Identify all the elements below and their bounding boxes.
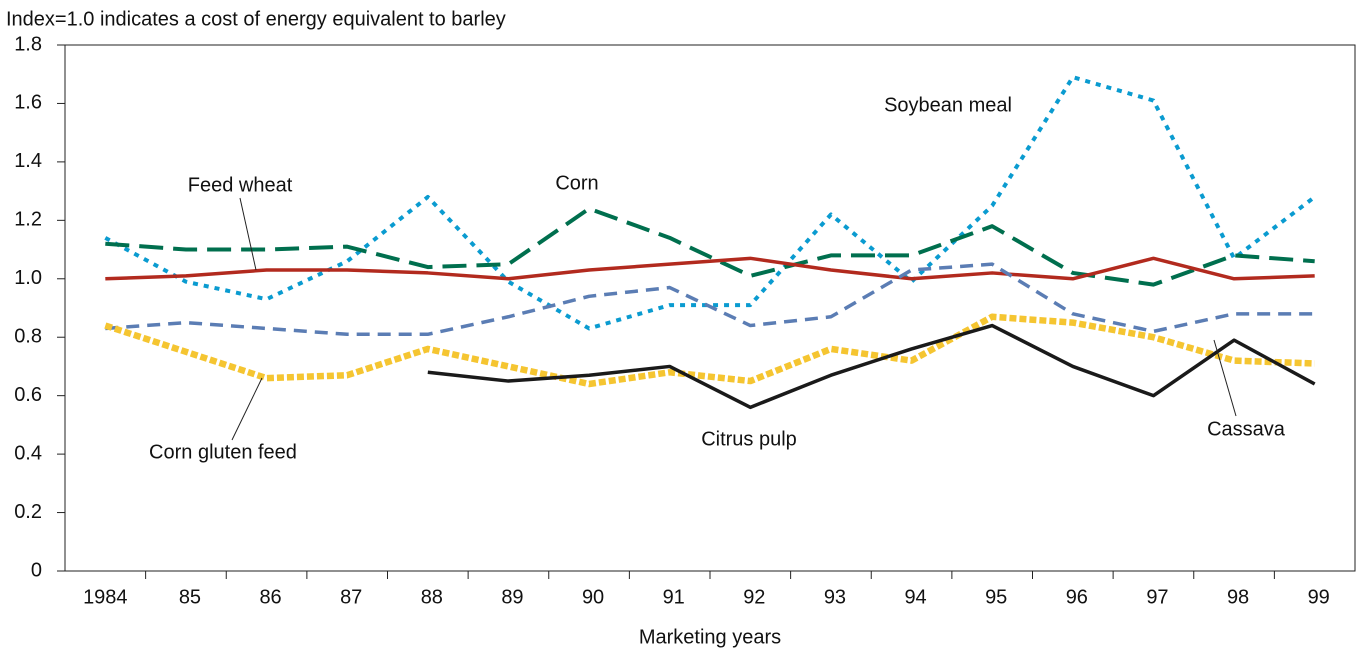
x-tick-label: 92 — [743, 586, 765, 608]
chart-title: Index=1.0 indicates a cost of energy equ… — [6, 8, 506, 30]
y-tick-label: 0.6 — [14, 384, 42, 406]
x-tick-label: 85 — [179, 586, 201, 608]
series-label: Cassava — [1207, 418, 1286, 440]
x-tick-label: 89 — [501, 586, 523, 608]
x-tick-label: 97 — [1146, 586, 1168, 608]
series-label: Corn gluten feed — [149, 441, 297, 463]
x-tick-label: 90 — [582, 586, 604, 608]
plot-frame — [64, 44, 1356, 572]
y-tick-label: 1.6 — [14, 92, 42, 114]
series-line — [105, 206, 1315, 287]
series-label: Feed wheat — [188, 174, 293, 196]
series-label: Citrus pulp — [701, 428, 797, 450]
x-tick-label: 88 — [421, 586, 443, 608]
x-tick-label: 1984 — [83, 586, 128, 608]
series-label: Corn — [555, 172, 598, 194]
series-line — [104, 313, 1315, 388]
leader-line — [1213, 339, 1237, 417]
x-axis-label: Marketing years — [639, 626, 781, 648]
x-tick-label: 91 — [663, 586, 685, 608]
y-tick-label: 1.8 — [14, 33, 42, 55]
series-line — [105, 256, 1315, 281]
x-tick-label: 99 — [1308, 586, 1330, 608]
x-tick-label: 87 — [340, 586, 362, 608]
y-tick-label: 0.2 — [14, 501, 42, 523]
y-tick-label: 0.8 — [14, 326, 42, 348]
x-tick-label: 98 — [1227, 586, 1249, 608]
y-tick-label: 1.4 — [14, 150, 42, 172]
x-tick-label: 96 — [1066, 586, 1088, 608]
leader-line — [239, 197, 257, 271]
y-tick-label: 1.2 — [14, 209, 42, 231]
leader-line — [231, 377, 263, 441]
series-label: Soybean meal — [884, 94, 1012, 116]
x-tick-label: 94 — [904, 586, 926, 608]
x-tick-label: 95 — [985, 586, 1007, 608]
y-tick-label: 1.0 — [14, 267, 42, 289]
x-tick-label: 93 — [824, 586, 846, 608]
series-line — [105, 262, 1315, 337]
x-tick-label: 86 — [259, 586, 281, 608]
y-tick-label: 0 — [31, 559, 42, 581]
series-line — [104, 75, 1316, 331]
y-tick-label: 0.4 — [14, 442, 42, 464]
series-line — [427, 323, 1316, 410]
